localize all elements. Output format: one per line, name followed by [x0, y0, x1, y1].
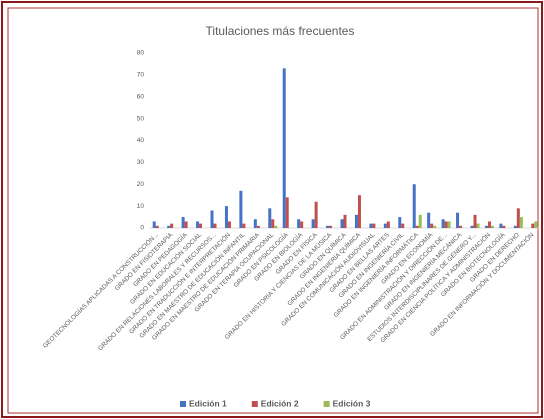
bar [196, 221, 200, 228]
y-tick-label: 0 [140, 225, 144, 232]
bar [297, 219, 301, 228]
bar [519, 217, 523, 228]
bar [401, 223, 405, 228]
y-tick-label: 20 [137, 181, 145, 188]
y-tick-label: 60 [137, 93, 145, 100]
y-tick-label: 50 [137, 115, 145, 122]
bar [340, 219, 344, 228]
bar [199, 223, 203, 228]
bar [354, 214, 358, 228]
bar [253, 219, 257, 228]
bar [427, 212, 431, 228]
bar [476, 223, 480, 228]
bar [430, 223, 434, 228]
bar [470, 225, 474, 228]
bar [282, 68, 286, 228]
bar [516, 208, 520, 228]
legend-label: Edición 2 [261, 398, 299, 408]
bar [285, 197, 289, 228]
y-tick-label: 40 [137, 137, 145, 144]
legend-swatch [180, 401, 186, 407]
bar [531, 223, 535, 228]
bar [369, 223, 373, 228]
bar [271, 219, 275, 228]
bar [184, 221, 188, 228]
bar [210, 210, 214, 228]
bar [534, 221, 538, 228]
legend-swatch [323, 401, 330, 407]
bar [415, 225, 419, 228]
bar [167, 225, 171, 228]
bar [343, 214, 347, 228]
legend-label: Edición 1 [189, 398, 227, 408]
bar [326, 225, 330, 228]
y-tick-label: 70 [137, 72, 145, 79]
bar [386, 221, 390, 228]
bar [441, 219, 445, 228]
bar [418, 214, 422, 228]
bar [487, 221, 491, 228]
bar [329, 225, 333, 228]
bar [456, 212, 460, 228]
bar [484, 225, 488, 228]
bar [357, 195, 361, 228]
bar [473, 214, 477, 228]
bar [239, 190, 243, 228]
y-tick-label: 30 [137, 159, 145, 166]
y-tick-label: 10 [137, 203, 145, 210]
bar [311, 219, 315, 228]
bar [499, 223, 503, 228]
inner-frame [7, 7, 539, 414]
bar [268, 208, 272, 228]
bar [256, 225, 260, 228]
legend-swatch [251, 401, 258, 407]
bar [224, 206, 228, 228]
bar [502, 225, 506, 228]
bar [459, 225, 463, 228]
bar [398, 217, 402, 228]
bar [181, 217, 185, 228]
bar [227, 221, 231, 228]
bar [155, 225, 159, 228]
bar [447, 221, 451, 228]
chart-title: Titulaciones más frecuentes [206, 24, 355, 38]
bar [412, 184, 416, 228]
bar [242, 223, 246, 228]
bar [444, 221, 448, 228]
bar [152, 221, 156, 228]
bar [490, 225, 494, 228]
bar [383, 223, 387, 228]
legend-label: Edición 3 [333, 398, 371, 408]
y-tick-label: 80 [137, 50, 145, 57]
bar [300, 221, 304, 228]
bar [372, 223, 376, 228]
bar [433, 225, 437, 228]
bar [274, 225, 278, 228]
bar [314, 201, 318, 228]
bar [213, 223, 217, 228]
bar [170, 223, 174, 228]
bar [513, 225, 517, 228]
